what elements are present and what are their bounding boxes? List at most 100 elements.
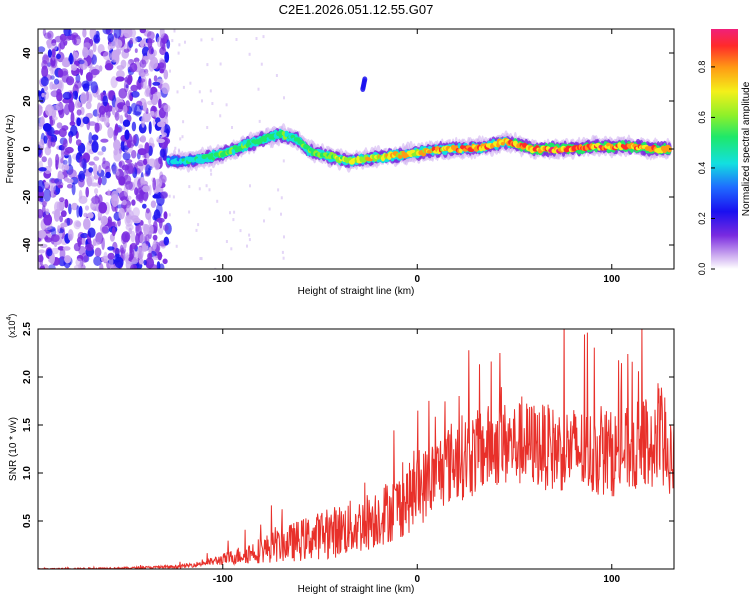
- noise-blob: [95, 232, 104, 245]
- noise-blob: [85, 243, 94, 251]
- noise-blob: [87, 212, 94, 219]
- noise-blob: [130, 84, 138, 92]
- noise-blob: [51, 234, 60, 243]
- speckle: [282, 256, 285, 260]
- noise-blob: [122, 104, 128, 114]
- speckle: [206, 63, 209, 67]
- noise-blob: [80, 232, 89, 239]
- speckle: [209, 89, 212, 93]
- top-axis-ticks: -100 0 100 -40 -20 0 20 40: [22, 29, 674, 285]
- noise-blob: [152, 220, 158, 234]
- y-multiplier-close: ): [7, 314, 17, 317]
- noise-blob: [38, 123, 43, 130]
- noise-blob: [50, 67, 54, 75]
- noise-blob: [67, 229, 74, 241]
- noise-blob: [104, 62, 114, 71]
- speckle: [176, 90, 179, 94]
- noise-blob: [58, 42, 62, 53]
- noise-blob: [158, 98, 162, 109]
- noise-blob: [57, 225, 61, 233]
- y-tick-label: 1.0: [22, 466, 33, 480]
- noise-blob: [93, 174, 99, 180]
- noise-blob: [91, 140, 99, 153]
- speckle: [216, 199, 219, 203]
- noise-blob: [140, 72, 150, 77]
- noise-blob: [38, 104, 43, 117]
- colorbar-tick-label: 0.4: [697, 162, 707, 175]
- noise-blob: [115, 48, 120, 58]
- noise-blob: [138, 78, 146, 83]
- noise-blob: [39, 196, 44, 203]
- noise-blob: [94, 188, 99, 195]
- speckle: [211, 37, 214, 41]
- noise-blob: [66, 178, 74, 184]
- noise-blob: [119, 114, 124, 124]
- noise-blob: [62, 91, 72, 100]
- noise-blob: [143, 259, 147, 266]
- noise-blob: [60, 210, 67, 218]
- y-tick-label: -40: [22, 237, 33, 252]
- noise-blob: [57, 173, 65, 180]
- speckle: [225, 240, 228, 243]
- noise-blob: [134, 48, 138, 53]
- noise-blob: [99, 263, 104, 269]
- noise-blob: [130, 264, 138, 269]
- noise-blob: [67, 169, 77, 179]
- speckle: [188, 185, 191, 189]
- noise-blob: [131, 91, 140, 98]
- noise-blob: [101, 175, 107, 186]
- noise-blob: [76, 117, 82, 127]
- noise-blob: [138, 258, 144, 265]
- noise-blob: [41, 204, 46, 217]
- noise-blob: [135, 224, 142, 237]
- speckle: [248, 233, 251, 237]
- noise-blob: [152, 234, 158, 241]
- noise-blob: [43, 85, 49, 92]
- speckle: [177, 51, 180, 55]
- speckle: [182, 85, 185, 89]
- speckle: [232, 218, 235, 222]
- speckle: [206, 126, 209, 129]
- noise-blob: [41, 156, 47, 163]
- colorbar-ticks: 0.0 0.2 0.4 0.6 0.8: [697, 61, 715, 275]
- speckle: [200, 38, 203, 42]
- bottom-axis-ticks: -100 0 100 0.5 1.0 1.5 2.0 2.5: [22, 322, 674, 585]
- noise-blob: [51, 247, 59, 255]
- noise-blob: [90, 81, 99, 94]
- noise-blob: [74, 80, 82, 89]
- noise-blob: [71, 202, 78, 211]
- noise-blob: [93, 34, 101, 44]
- noise-blob: [147, 31, 155, 41]
- noise-blob: [75, 99, 81, 109]
- noise-blob: [93, 163, 98, 177]
- speckle: [282, 159, 285, 163]
- noise-blob: [73, 38, 77, 44]
- ridge-cell: [454, 145, 459, 150]
- y-multiplier-exponent: 4: [6, 316, 13, 320]
- noise-blob: [105, 171, 111, 179]
- noise-blob: [122, 151, 131, 161]
- noise-blob: [152, 240, 157, 250]
- noise-blob: [159, 148, 166, 158]
- noise-blob: [62, 246, 71, 251]
- bottom-y-axis-label: SNR (10 * v/v): [8, 417, 19, 481]
- noise-blob: [51, 48, 56, 58]
- noise-blob: [120, 59, 127, 69]
- noise-blob: [59, 197, 65, 203]
- noise-blob: [43, 90, 50, 100]
- noise-blob: [41, 65, 49, 78]
- noise-blob: [114, 100, 119, 112]
- noise-blob: [158, 156, 163, 165]
- noise-blob: [85, 91, 93, 104]
- noise-blob: [97, 151, 104, 156]
- noise-blob: [114, 123, 119, 136]
- noise-blob: [40, 264, 45, 269]
- noise-blob: [51, 109, 57, 118]
- spectrogram-panel: -100 0 100 -40 -20 0 20 40 Height of straight l…: [5, 28, 675, 297]
- speckle: [258, 119, 261, 123]
- speckle: [239, 229, 242, 233]
- speckle: [230, 247, 233, 251]
- y-tick-label: 1.5: [22, 418, 33, 432]
- noise-blob: [158, 62, 165, 69]
- speckle: [178, 43, 181, 47]
